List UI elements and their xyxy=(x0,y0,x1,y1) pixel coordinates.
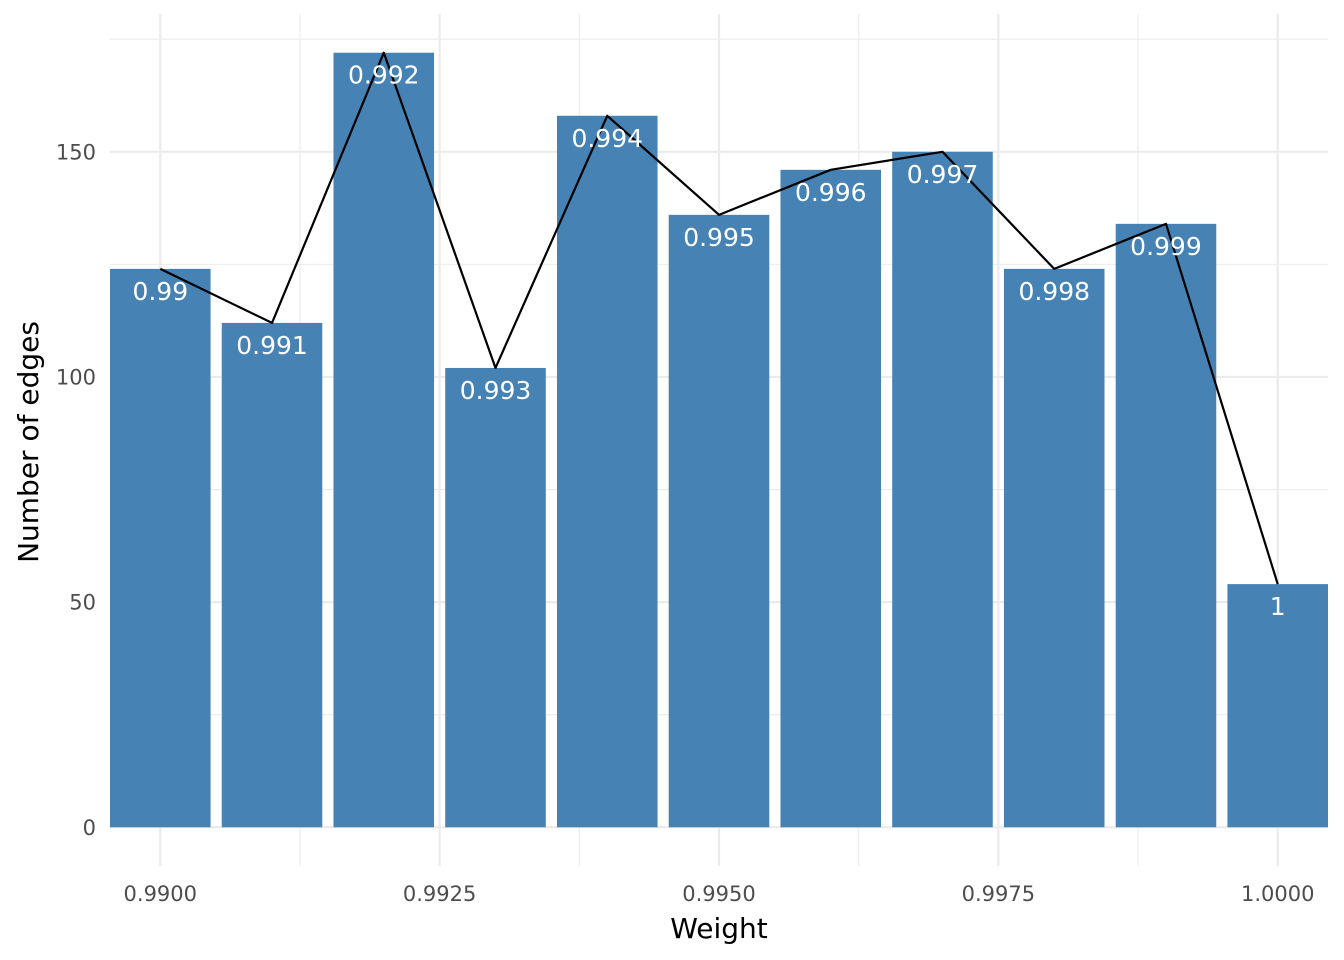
x-tick-label: 0.9925 xyxy=(403,882,476,906)
bar-label: 0.993 xyxy=(460,376,532,405)
bar-label: 1 xyxy=(1270,592,1286,621)
x-tick-label: 0.9900 xyxy=(124,882,197,906)
line-layer xyxy=(159,51,1279,585)
y-tick-label: 50 xyxy=(69,591,96,615)
bar xyxy=(668,214,770,828)
bar-labels: 0.99 0.991 0.992 0.993 0.994 0.995 0.996 0.997 0… xyxy=(132,61,1285,621)
bars xyxy=(110,52,1328,828)
bar-label: 0.998 xyxy=(1018,277,1090,306)
y-tick-label: 150 xyxy=(56,140,96,164)
bar-label: 0.994 xyxy=(571,124,643,153)
bar xyxy=(556,115,658,828)
y-axis-title: Number of edges xyxy=(12,321,45,563)
y-tick-label: 100 xyxy=(56,365,96,389)
bar xyxy=(110,268,211,828)
bar-label: 0.992 xyxy=(348,61,420,90)
bar xyxy=(221,322,323,828)
bar-label: 0.99 xyxy=(132,277,188,306)
bar xyxy=(1227,584,1328,828)
y-axis-ticks: 0 50 100 150 xyxy=(56,140,96,839)
bar xyxy=(333,52,435,828)
bar xyxy=(892,151,993,828)
y-tick-label: 0 xyxy=(83,816,96,840)
bar xyxy=(1003,268,1105,828)
bar-label: 0.996 xyxy=(795,178,867,207)
x-tick-label: 1.0000 xyxy=(1241,882,1314,906)
bar-label: 0.999 xyxy=(1130,232,1202,261)
bar-label: 0.991 xyxy=(236,331,308,360)
series-line xyxy=(159,51,1279,585)
bar xyxy=(445,367,546,828)
bar-label: 0.995 xyxy=(683,223,755,252)
bar xyxy=(1115,223,1217,828)
x-tick-label: 0.9950 xyxy=(682,882,755,906)
x-axis-ticks: 0.9900 0.9925 0.9950 0.9975 1.0000 xyxy=(124,882,1315,906)
bar-label: 0.997 xyxy=(907,160,979,189)
bar xyxy=(780,169,882,828)
x-axis-title: Weight xyxy=(670,912,768,945)
x-tick-label: 0.9975 xyxy=(962,882,1035,906)
